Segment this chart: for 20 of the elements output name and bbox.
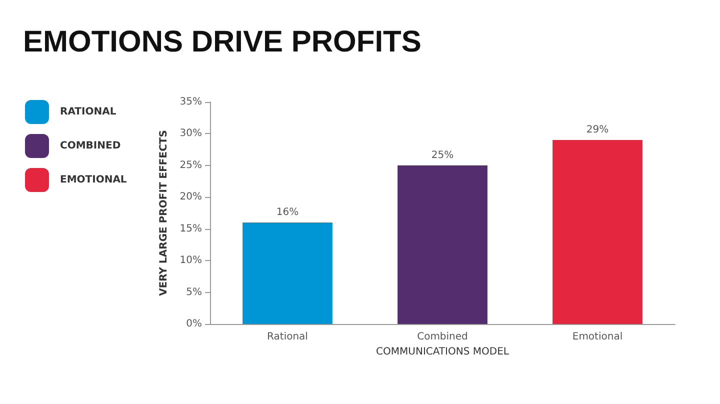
data-label: 16% bbox=[276, 207, 299, 218]
y-tick-label: 25% bbox=[180, 160, 202, 171]
legend-label: EMOTIONAL bbox=[60, 174, 128, 186]
data-label: 29% bbox=[586, 124, 609, 136]
legend-label: COMBINED bbox=[60, 140, 121, 152]
y-tick-label: 35% bbox=[180, 96, 202, 108]
y-tick-label: 5% bbox=[186, 286, 202, 298]
y-tick-label: 15% bbox=[180, 223, 202, 234]
data-label: 25% bbox=[431, 150, 454, 161]
y-tick-label: 10% bbox=[180, 255, 202, 266]
x-tick-label: Emotional bbox=[572, 332, 623, 342]
chart-title: EMOTIONS DRIVE PROFITS bbox=[23, 26, 422, 58]
x-tick-label: Combined bbox=[417, 332, 468, 342]
x-axis-title: COMMUNICATIONS MODEL bbox=[376, 346, 510, 358]
y-tick-label: 30% bbox=[180, 128, 202, 140]
legend-label: RATIONAL bbox=[60, 106, 117, 118]
y-tick-label: 20% bbox=[180, 192, 202, 203]
y-tick-label: 0% bbox=[186, 318, 202, 330]
y-axis-title: VERY LARGE PROFIT EFFECTS bbox=[158, 130, 170, 296]
x-tick-label: Rational bbox=[267, 332, 308, 342]
